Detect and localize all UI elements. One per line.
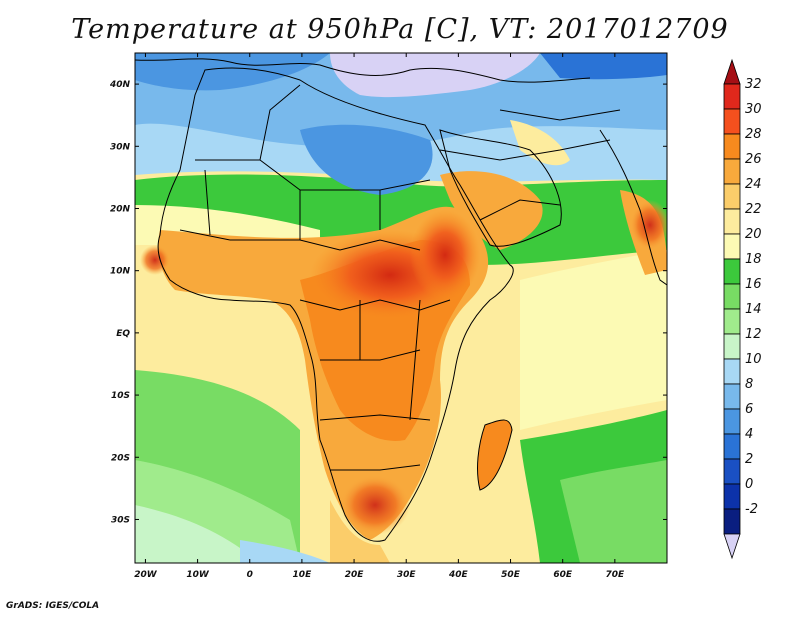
lon-tick-label: 10E (293, 570, 313, 580)
colorbar-label: -2 (745, 502, 758, 517)
map-frame (134, 52, 668, 564)
colorbar-swatch (723, 383, 741, 410)
lon-tick-label: 10W (186, 570, 210, 580)
footer-credit: GrADS: IGES/COLA (6, 601, 100, 611)
colorbar-label: 20 (745, 227, 762, 242)
colorbar-label: 24 (745, 177, 762, 192)
colorbar-swatch (723, 433, 741, 460)
lon-tick-label: 0 (247, 570, 253, 580)
colorbar-swatch (723, 258, 741, 285)
colorbar-label: 28 (745, 127, 762, 142)
lat-tick-label: 10S (111, 391, 130, 401)
colorbar-swatch (723, 283, 741, 310)
colorbar-label: 22 (745, 202, 762, 217)
lat-tick-label: 20N (110, 204, 131, 214)
lon-tick-label: 60E (553, 570, 573, 580)
colorbar-label: 12 (745, 327, 762, 342)
colorbar-swatch (723, 83, 741, 110)
colorbar-top-arrow (723, 58, 741, 85)
lat-tick-label: 30N (110, 142, 131, 152)
lon-tick-label: 40E (448, 570, 469, 580)
lat-tick-label: EQ (116, 329, 130, 339)
colorbar-label: 6 (745, 402, 753, 417)
colorbar-swatch (723, 133, 741, 160)
colorbar-swatch (723, 233, 741, 260)
longitude-axis: 20W 10W 0 10E 20E 30E 40E 50E 60E 70E (134, 53, 625, 580)
colorbar-label: 14 (745, 302, 762, 317)
colorbar-swatch (723, 158, 741, 185)
colorbar-swatch (723, 333, 741, 360)
colorbar-label: 26 (745, 152, 762, 167)
lat-tick-label: 20S (111, 453, 130, 463)
colorbar-label: 0 (745, 477, 753, 492)
colorbar-label: 8 (745, 377, 753, 392)
colorbar-label: 4 (745, 427, 753, 442)
map-title: Temperature at 950hPa [C], VT: 201701270… (71, 14, 729, 45)
colorbar-label: 32 (745, 77, 762, 92)
lon-tick-label: 30E (397, 570, 417, 580)
colorbar-swatch (723, 358, 741, 385)
colorbar-swatch (723, 508, 741, 535)
lon-tick-label: 20W (134, 570, 158, 580)
temperature-field (135, 53, 667, 563)
colorbar-label: 10 (745, 352, 762, 367)
lon-tick-label: 70E (605, 570, 625, 580)
colorbar-swatch (723, 208, 741, 235)
coastlines (135, 58, 667, 542)
colorbar-label: 30 (745, 102, 762, 117)
colorbar-swatch (723, 183, 741, 210)
lon-tick-label: 20E (345, 570, 365, 580)
lon-tick-label: 50E (501, 570, 521, 580)
colorbar-bottom-arrow (723, 533, 741, 560)
colorbar-swatch (723, 408, 741, 435)
colorbar-swatch (723, 108, 741, 135)
lat-tick-label: 10N (110, 267, 131, 277)
colorbar-label: 18 (745, 252, 762, 267)
colorbar-label: 16 (745, 277, 762, 292)
colorbar-label: 2 (745, 452, 753, 467)
latitude-axis: 40N 30N 20N 10N EQ 10S 20S 30S (109, 80, 667, 525)
colorbar-swatch (723, 458, 741, 485)
lat-tick-label: 40N (109, 80, 131, 90)
colorbar-swatch (723, 483, 741, 510)
lat-tick-label: 30S (111, 515, 130, 525)
colorbar-swatch (723, 308, 741, 335)
